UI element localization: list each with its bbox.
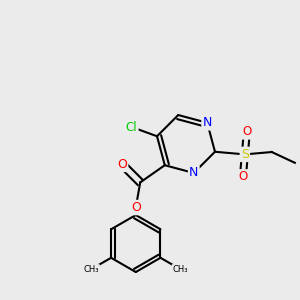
- Text: O: O: [242, 125, 251, 139]
- Text: S: S: [241, 148, 249, 161]
- Text: O: O: [117, 158, 127, 171]
- Text: N: N: [189, 167, 199, 179]
- Text: CH₃: CH₃: [84, 265, 99, 274]
- Text: N: N: [202, 116, 212, 129]
- Text: CH₃: CH₃: [172, 265, 188, 274]
- Text: Cl: Cl: [126, 121, 137, 134]
- Text: O: O: [131, 201, 141, 214]
- Text: O: O: [238, 170, 248, 183]
